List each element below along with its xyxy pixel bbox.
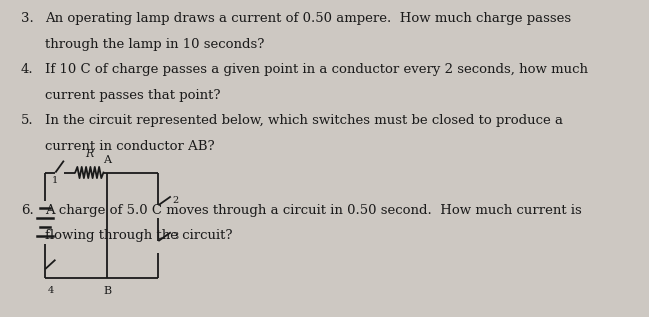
Text: through the lamp in 10 seconds?: through the lamp in 10 seconds? — [45, 38, 265, 51]
Text: 3.: 3. — [21, 12, 34, 25]
Text: If 10 C of charge passes a given point in a conductor every 2 seconds, how much: If 10 C of charge passes a given point i… — [45, 63, 588, 76]
Text: current in conductor AB?: current in conductor AB? — [45, 140, 215, 153]
Text: 2: 2 — [173, 196, 178, 205]
Text: 3: 3 — [173, 232, 178, 241]
Text: B: B — [103, 286, 112, 296]
Text: 1: 1 — [53, 176, 58, 184]
Text: 5.: 5. — [21, 114, 34, 127]
Text: 4: 4 — [47, 286, 54, 295]
Text: A: A — [103, 155, 112, 165]
Text: In the circuit represented below, which switches must be closed to produce a: In the circuit represented below, which … — [45, 114, 563, 127]
Text: 4.: 4. — [21, 63, 34, 76]
Text: An operating lamp draws a current of 0.50 ampere.  How much charge passes: An operating lamp draws a current of 0.5… — [45, 12, 571, 25]
Text: 6.: 6. — [21, 204, 34, 217]
Text: A charge of 5.0 C moves through a circuit in 0.50 second.  How much current is: A charge of 5.0 C moves through a circui… — [45, 204, 582, 217]
Text: R: R — [85, 149, 93, 159]
Text: current passes that point?: current passes that point? — [45, 89, 221, 102]
Text: flowing through the circuit?: flowing through the circuit? — [45, 229, 233, 242]
